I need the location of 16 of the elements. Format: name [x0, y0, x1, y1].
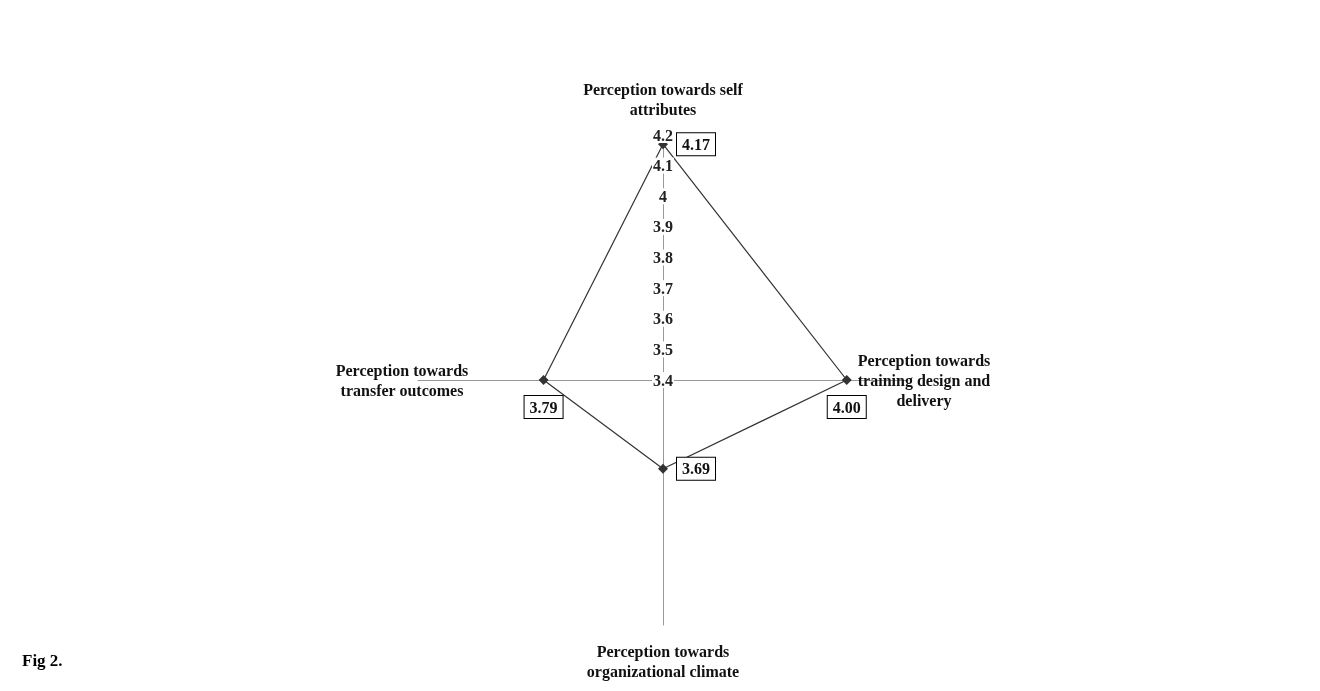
y-tick-label: 3.8: [653, 249, 673, 266]
y-tick-label: 3.4: [653, 371, 673, 389]
spoke-label: Perception towards self attributes: [583, 80, 744, 118]
text: 3.69: [682, 460, 710, 478]
spoke-label: Perception towards transfer outcomes: [335, 361, 469, 399]
y-tick-label: 3.7: [653, 279, 673, 297]
text: 3.79: [529, 398, 558, 416]
y-tick-label: 3.5: [653, 340, 673, 358]
caption: Fig 2.: [22, 651, 63, 670]
y-tick-label: 4.1: [653, 157, 673, 175]
text: 4.17: [682, 135, 710, 153]
y-tick-label: 4.2: [653, 126, 673, 144]
y-tick-label: 4: [659, 187, 667, 205]
y-tick-label: 3.6: [653, 310, 673, 328]
spoke-label: Perception towards organizational climate: [586, 642, 740, 681]
y-tick-label: 3.9: [653, 218, 673, 236]
